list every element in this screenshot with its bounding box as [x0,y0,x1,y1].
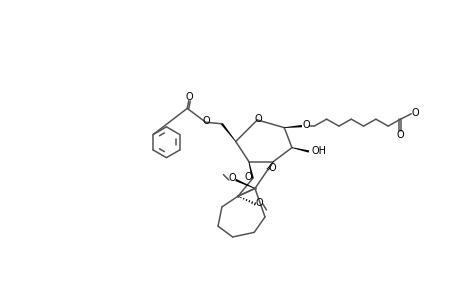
Polygon shape [220,123,235,142]
Text: O: O [269,163,276,173]
Polygon shape [284,125,302,128]
Text: O: O [302,120,309,130]
Text: O: O [202,116,210,126]
Text: OH: OH [311,146,326,157]
Text: O: O [228,173,235,184]
Polygon shape [248,161,253,179]
Text: O: O [254,114,261,124]
Text: O: O [410,108,418,118]
Text: O: O [396,130,403,140]
Text: O: O [255,198,263,208]
Text: O: O [185,92,193,102]
Polygon shape [291,147,308,153]
Polygon shape [235,179,255,189]
Text: O: O [244,172,252,182]
